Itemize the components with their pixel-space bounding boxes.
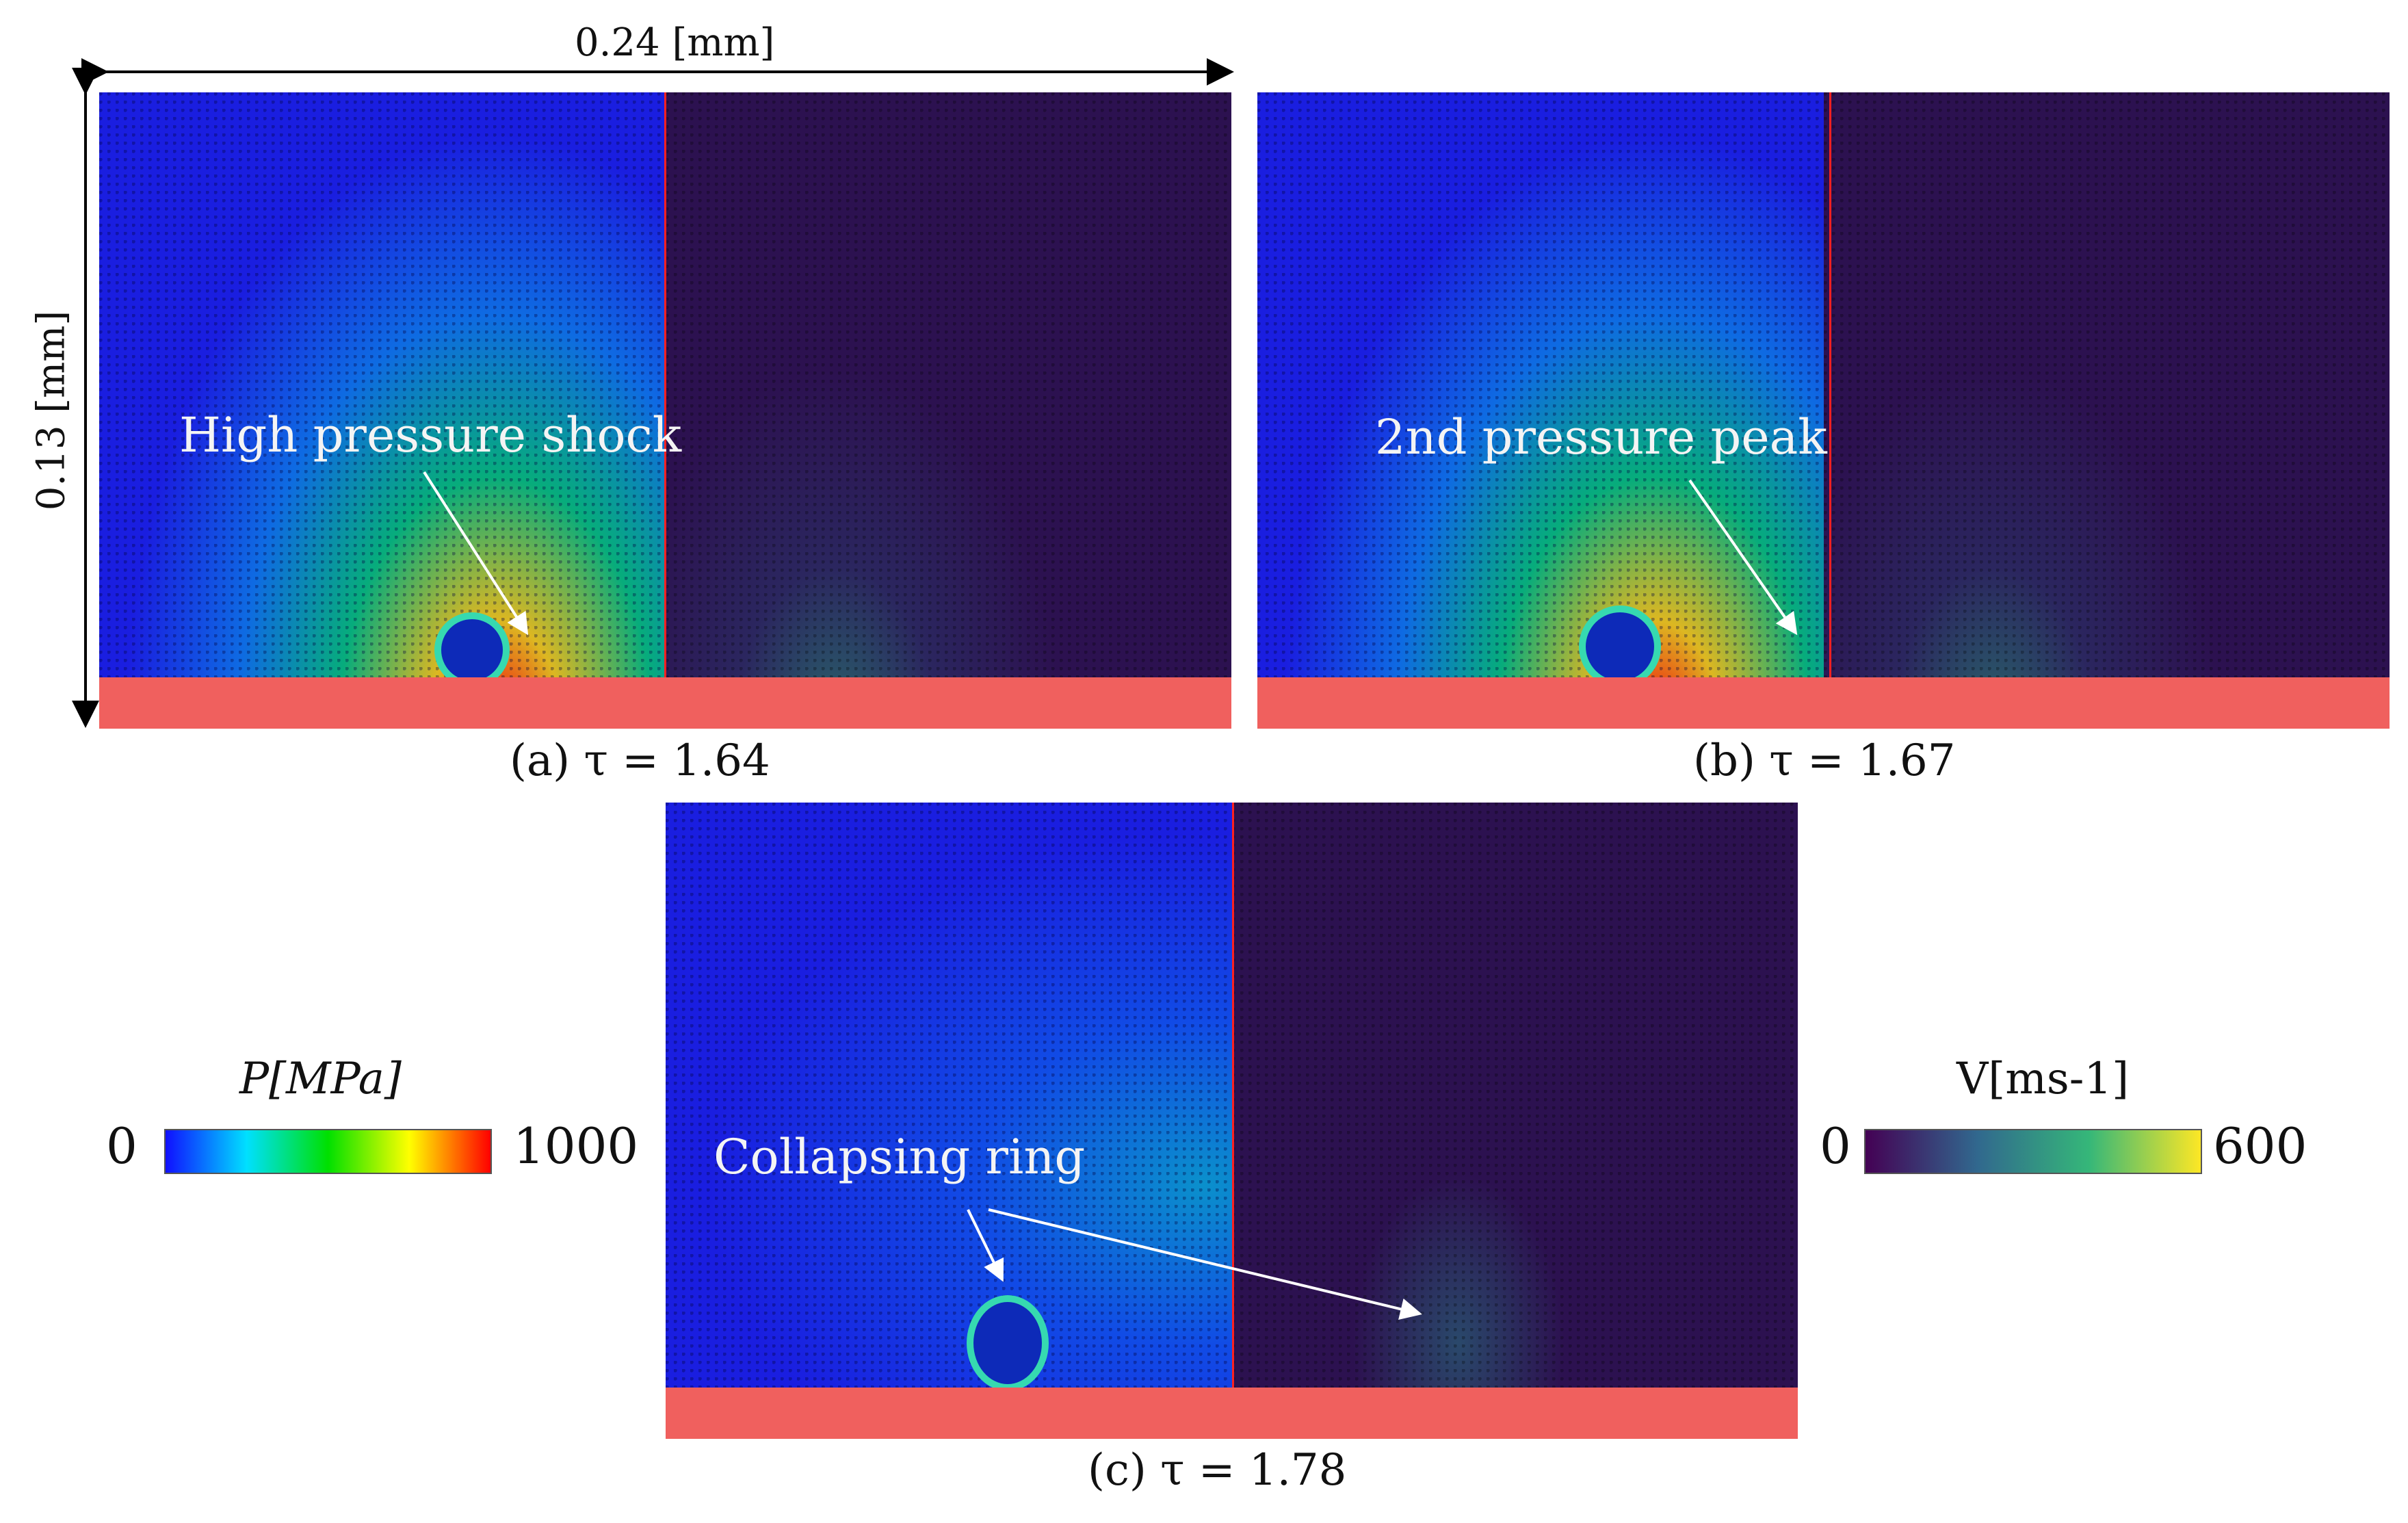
panel-a-image	[99, 92, 1231, 729]
panel-c-pressure-field	[666, 803, 1232, 1439]
panel-b-caption: (b) τ = 1.67	[1693, 736, 1956, 786]
pressure-colorbar-label: P[MPa]	[239, 1054, 402, 1104]
velocity-colorbar-min: 0	[1820, 1117, 1851, 1175]
velocity-colorbar-label: V[ms-1]	[1956, 1054, 2130, 1104]
pressure-colorbar	[164, 1129, 492, 1174]
panel-a-caption: (a) τ = 1.64	[510, 736, 770, 786]
panel-a-wall	[99, 677, 1231, 729]
panel-c-annotation: Collapsing ring	[714, 1129, 1086, 1185]
panel-c-collapsing-ring	[967, 1295, 1049, 1391]
panel-c-divider	[1232, 803, 1234, 1439]
pressure-colorbar-max: 1000	[513, 1117, 639, 1175]
panel-b-annotation: 2nd pressure peak	[1375, 409, 1827, 465]
panel-a-velocity-field	[665, 92, 1231, 729]
panel-a-vapor-ring	[434, 612, 510, 688]
panel-a-pressure-field	[99, 92, 666, 729]
pressure-colorbar-min: 0	[106, 1117, 138, 1175]
panel-a-divider	[664, 92, 666, 729]
velocity-colorbar	[1864, 1129, 2202, 1174]
panel-c-image	[666, 803, 1798, 1439]
panel-c-caption: (c) τ = 1.78	[1088, 1445, 1347, 1496]
panel-b-pressure-field	[1257, 92, 1824, 729]
panel-b-wall	[1257, 677, 2390, 729]
panel-b-velocity-field	[1823, 92, 2390, 729]
width-dimension-label: 0.24 [mm]	[575, 21, 775, 65]
panel-b-divider	[1829, 92, 1831, 729]
panel-c-wall	[666, 1388, 1798, 1439]
velocity-colorbar-max: 600	[2213, 1117, 2307, 1175]
panel-b-image	[1257, 92, 2390, 729]
panel-c-velocity-field	[1231, 803, 1798, 1439]
panel-a-annotation: High pressure shock	[179, 407, 682, 463]
